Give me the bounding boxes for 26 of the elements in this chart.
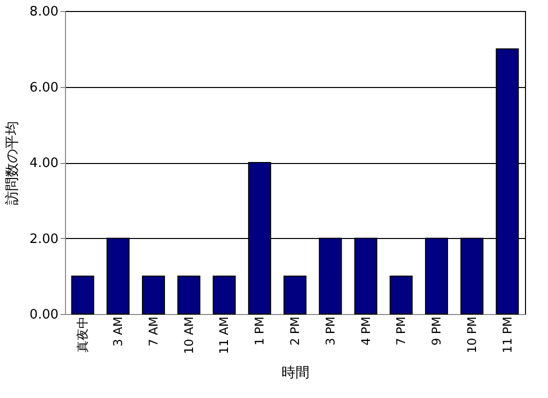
bar: [212, 276, 236, 314]
y-tick-label: 2.00: [30, 232, 58, 247]
x-tick-label: 3 AM: [111, 316, 126, 347]
x-tick-label: 2 PM: [288, 316, 302, 346]
x-tick-label: 3 PM: [323, 316, 338, 346]
bar: [142, 276, 165, 314]
y-tick-label: 8.00: [30, 4, 58, 20]
x-axis-title: 時間: [282, 365, 310, 382]
x-tick-label: 4 PM: [358, 316, 373, 346]
y-axis-title: 訪問数の平均: [4, 121, 21, 205]
x-tick-label: 10 AM: [182, 316, 196, 354]
x-tick-label: 7 PM: [394, 316, 408, 346]
bar: [390, 276, 413, 314]
bar: [71, 276, 94, 314]
y-tick-label: 6.00: [30, 80, 58, 96]
y-tick-label: 4.00: [30, 156, 58, 171]
x-tick-label: 真夜中: [76, 316, 90, 352]
x-tick-label: 9 PM: [430, 316, 444, 346]
x-tick-label: 11 PM: [500, 316, 514, 354]
bar: [177, 276, 200, 314]
y-tick-label: 0.00: [30, 308, 58, 322]
x-tick-label: 11 AM: [217, 316, 232, 354]
x-tick-label: 1 PM: [252, 316, 267, 346]
x-tick-label: 10 PM: [464, 316, 479, 354]
x-tick-label: 7 AM: [146, 316, 160, 347]
bar: [284, 276, 306, 314]
